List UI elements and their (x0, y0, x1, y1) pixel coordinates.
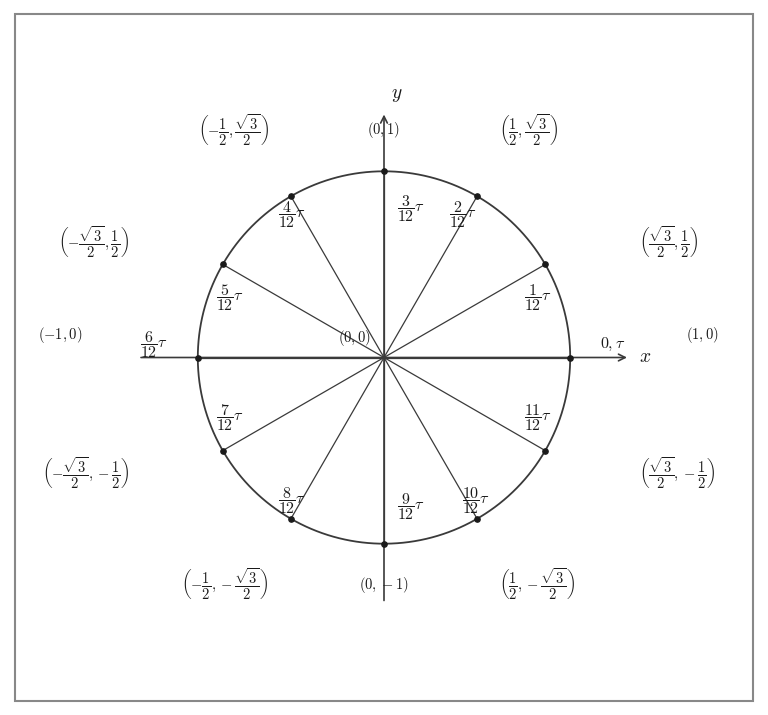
Text: $(0,-1)$: $(0,-1)$ (359, 576, 409, 596)
Text: $\dfrac{4}{12}\tau$: $\dfrac{4}{12}\tau$ (278, 199, 306, 230)
Text: $(-1,0)$: $(-1,0)$ (38, 325, 82, 345)
Text: $\dfrac{1}{12}\tau$: $\dfrac{1}{12}\tau$ (524, 282, 551, 313)
Text: $\dfrac{3}{12}\tau$: $\dfrac{3}{12}\tau$ (397, 193, 425, 224)
Text: $\dfrac{11}{12}\tau$: $\dfrac{11}{12}\tau$ (524, 402, 551, 433)
Text: $\left(-\dfrac{\sqrt{3}}{2},-\dfrac{1}{2}\right)$: $\left(-\dfrac{\sqrt{3}}{2},-\dfrac{1}{2… (41, 455, 129, 490)
Text: $\dfrac{5}{12}\tau$: $\dfrac{5}{12}\tau$ (217, 282, 244, 313)
Text: $\left(-\dfrac{\sqrt{3}}{2},\dfrac{1}{2}\right)$: $\left(-\dfrac{\sqrt{3}}{2},\dfrac{1}{2}… (58, 225, 129, 260)
Text: $x$: $x$ (639, 348, 651, 367)
Text: $0,\tau$: $0,\tau$ (600, 336, 625, 353)
Text: $\left(\dfrac{\sqrt{3}}{2},\dfrac{1}{2}\right)$: $\left(\dfrac{\sqrt{3}}{2},\dfrac{1}{2}\… (639, 225, 699, 260)
Text: $(0,1)$: $(0,1)$ (367, 119, 401, 139)
Text: $\left(-\dfrac{1}{2},\dfrac{\sqrt{3}}{2}\right)$: $\left(-\dfrac{1}{2},\dfrac{\sqrt{3}}{2}… (197, 113, 269, 148)
Text: $\left(-\dfrac{1}{2},-\dfrac{\sqrt{3}}{2}\right)$: $\left(-\dfrac{1}{2},-\dfrac{\sqrt{3}}{2… (181, 567, 269, 602)
Text: $\dfrac{7}{12}\tau$: $\dfrac{7}{12}\tau$ (217, 402, 244, 433)
Text: $(0,0)$: $(0,0)$ (338, 328, 371, 348)
Text: $\mathbf{(1,0)}$: $\mathbf{(1,0)}$ (686, 325, 719, 345)
Text: $\dfrac{10}{12}\tau$: $\dfrac{10}{12}\tau$ (462, 485, 490, 516)
Text: $y$: $y$ (392, 87, 403, 104)
Text: $\left(\dfrac{1}{2},-\dfrac{\sqrt{3}}{2}\right)$: $\left(\dfrac{1}{2},-\dfrac{\sqrt{3}}{2}… (499, 567, 575, 602)
Text: $\dfrac{9}{12}\tau$: $\dfrac{9}{12}\tau$ (397, 491, 425, 522)
Text: $\dfrac{2}{12}\tau$: $\dfrac{2}{12}\tau$ (449, 199, 478, 230)
Text: $\dfrac{6}{12}\tau$: $\dfrac{6}{12}\tau$ (140, 329, 168, 360)
Text: $\left(\dfrac{\sqrt{3}}{2},-\dfrac{1}{2}\right)$: $\left(\dfrac{\sqrt{3}}{2},-\dfrac{1}{2}… (639, 455, 715, 490)
Text: $\left(\dfrac{1}{2},\dfrac{\sqrt{3}}{2}\right)$: $\left(\dfrac{1}{2},\dfrac{\sqrt{3}}{2}\… (499, 113, 559, 148)
Text: $\dfrac{8}{12}\tau$: $\dfrac{8}{12}\tau$ (278, 485, 306, 516)
